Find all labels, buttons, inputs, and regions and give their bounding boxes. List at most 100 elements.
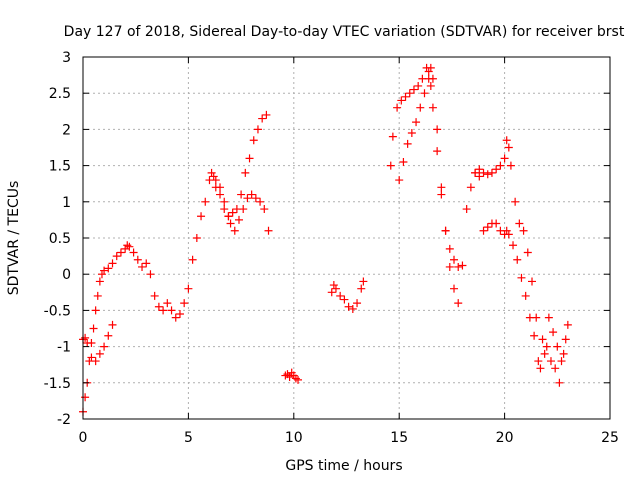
data-point	[504, 143, 513, 152]
x-tick-label: 10	[285, 430, 303, 446]
y-tick-label: -0.5	[44, 303, 71, 319]
data-point	[258, 114, 267, 123]
data-point	[538, 335, 547, 344]
data-point	[502, 136, 511, 145]
data-point	[479, 226, 488, 235]
data-point	[563, 320, 572, 329]
data-point	[116, 248, 125, 257]
data-point	[89, 324, 98, 333]
data-point	[386, 161, 395, 170]
data-point	[237, 190, 246, 199]
data-point	[171, 313, 180, 322]
data-point	[433, 147, 442, 156]
data-point	[528, 277, 537, 286]
data-point	[407, 129, 416, 138]
data-point	[180, 299, 189, 308]
data-point	[561, 335, 570, 344]
data-point	[146, 270, 155, 279]
data-point	[108, 320, 117, 329]
data-point	[437, 190, 446, 199]
data-point	[142, 259, 151, 268]
data-point	[220, 197, 229, 206]
data-point	[500, 154, 509, 163]
data-point	[412, 118, 421, 127]
data-point	[532, 313, 541, 322]
data-point	[209, 172, 218, 181]
data-point	[104, 331, 113, 340]
series-track-a	[79, 168, 273, 416]
y-tick-label: 2	[62, 122, 71, 138]
data-point	[260, 205, 269, 214]
data-point	[492, 219, 501, 228]
chart-title: Day 127 of 2018, Sidereal Day-to-day VTE…	[64, 24, 625, 40]
gridlines	[83, 57, 610, 419]
data-point	[133, 255, 142, 264]
data-point	[546, 357, 555, 366]
y-tick-label: -2	[57, 412, 71, 428]
data-point	[100, 342, 109, 351]
data-point	[428, 103, 437, 112]
data-point	[294, 375, 303, 384]
data-point	[262, 110, 271, 119]
data-point	[393, 103, 402, 112]
data-point	[264, 226, 273, 235]
data-point	[487, 168, 496, 177]
data-point	[224, 212, 233, 221]
data-point	[201, 197, 210, 206]
data-point	[405, 89, 414, 98]
data-point	[513, 255, 522, 264]
data-point	[401, 92, 410, 101]
data-point	[336, 291, 345, 300]
data-point	[433, 125, 442, 134]
data-point	[348, 304, 357, 313]
data-point	[409, 85, 418, 94]
data-point	[509, 241, 518, 250]
data-point	[91, 357, 100, 366]
data-point	[243, 194, 252, 203]
data-point	[197, 212, 206, 221]
data-point	[249, 136, 258, 145]
data-point	[154, 302, 163, 311]
data-point	[228, 208, 237, 217]
data-points	[79, 63, 572, 416]
data-point	[504, 230, 513, 239]
data-point	[340, 295, 349, 304]
data-point	[445, 262, 454, 271]
data-point	[123, 241, 132, 250]
data-point	[454, 299, 463, 308]
data-point	[540, 349, 549, 358]
x-tick-label: 25	[601, 430, 619, 446]
series-track-f	[386, 63, 467, 271]
data-point	[519, 226, 528, 235]
data-point	[549, 328, 558, 337]
data-point	[175, 310, 184, 319]
data-point	[226, 219, 235, 228]
data-point	[454, 262, 463, 271]
y-tick-label: -1	[57, 340, 71, 356]
data-point	[420, 89, 429, 98]
data-point	[83, 338, 92, 347]
data-point	[220, 205, 229, 214]
data-point	[344, 302, 353, 311]
data-point	[125, 242, 134, 251]
data-point	[496, 161, 505, 170]
data-point	[542, 342, 551, 351]
data-point	[232, 205, 241, 214]
data-point	[462, 205, 471, 214]
data-point	[557, 357, 566, 366]
data-point	[357, 284, 366, 293]
data-point	[216, 190, 225, 199]
data-point	[138, 262, 147, 271]
data-point	[104, 264, 113, 273]
data-point	[426, 63, 435, 72]
data-point	[207, 168, 216, 177]
data-point	[437, 183, 446, 192]
data-point	[81, 393, 90, 402]
data-point	[416, 103, 425, 112]
y-tick-label: 1	[62, 195, 71, 211]
data-point	[256, 197, 265, 206]
data-point	[192, 234, 201, 242]
x-tick-label: 5	[184, 430, 193, 446]
data-point	[483, 170, 492, 179]
